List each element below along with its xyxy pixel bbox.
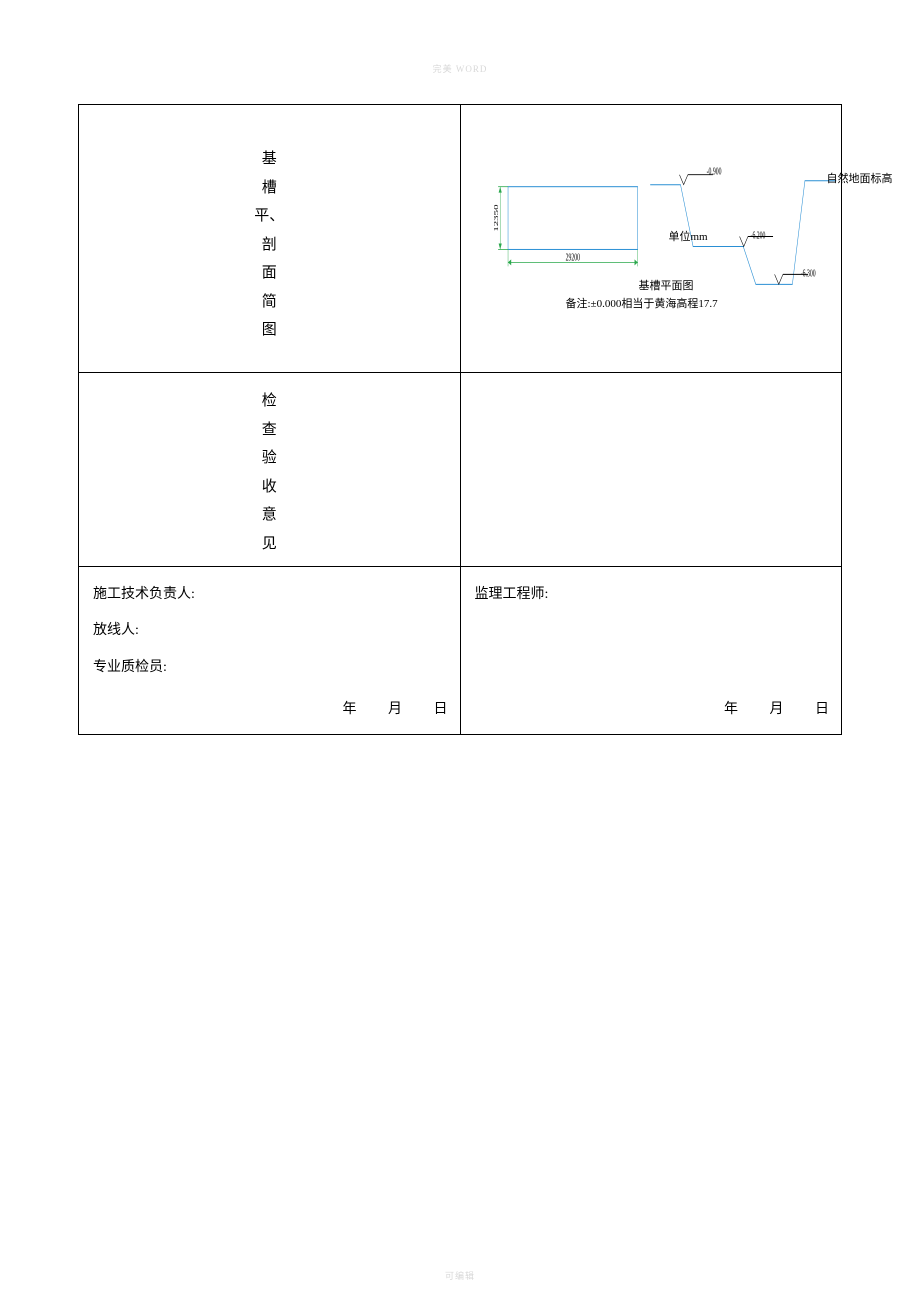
setout-label: 放线人: [93, 613, 450, 649]
day-label: 日 [815, 692, 829, 728]
year-label: 年 [343, 692, 357, 728]
watermark-bottom: 可编辑 [445, 1269, 475, 1282]
plan-note: 备注:±0.000相当于黄海高程17.7 [566, 295, 718, 311]
elevation-marks: -0.900 -6.200 -6.300 [679, 165, 816, 285]
dim-vertical: 12350 [492, 187, 507, 250]
sig-left-cell: 施工技术负责人: 放线人: 专业质检员: 年 月 日 [79, 567, 461, 735]
svg-text:-6.200: -6.200 [750, 228, 765, 241]
hdr-char: 收 [85, 473, 454, 502]
hdr-char: 剖 [85, 231, 454, 260]
svg-text:12350: 12350 [492, 204, 499, 232]
year-label: 年 [724, 692, 738, 728]
diagram-cell: 29200 12350 -0.900 -6.200 -6.300 单位mm 基槽平面… [460, 105, 842, 373]
hdr-char: 验 [85, 444, 454, 473]
inspector-label: 专业质检员: [93, 650, 450, 686]
plan-rect [508, 187, 638, 250]
opinion-cell [460, 373, 842, 567]
month-label: 月 [388, 692, 402, 728]
hdr-char: 基 [85, 145, 454, 174]
row-diagram: 基 槽 平、 剖 面 简 图 29200 12350 -0.900-6.200-… [79, 105, 842, 373]
hdr-char: 图 [85, 316, 454, 345]
row-signatures: 施工技术负责人: 放线人: 专业质检员: 年 月 日 监理工程师: 年 月 日 [79, 567, 842, 735]
hdr-char: 检 [85, 387, 454, 416]
row-diagram-header: 基 槽 平、 剖 面 简 图 [79, 105, 461, 373]
hdr-char: 简 [85, 288, 454, 317]
dim-horizontal: 29200 [508, 249, 638, 266]
row-opinion-header: 检 查 验 收 意 见 [79, 373, 461, 567]
date-line-left: 年 月 日 [315, 692, 448, 728]
date-line-right: 年 月 日 [696, 692, 829, 728]
hdr-char: 平、 [85, 202, 454, 231]
svg-text:29200: 29200 [565, 250, 580, 263]
plan-title: 基槽平面图 [639, 277, 694, 293]
supervisor-label: 监理工程师: [475, 577, 832, 613]
hdr-char: 意 [85, 501, 454, 530]
hdr-char: 面 [85, 259, 454, 288]
tech-lead-label: 施工技术负责人: [93, 577, 450, 613]
day-label: 日 [434, 692, 448, 728]
svg-text:-0.900: -0.900 [706, 165, 721, 178]
ground-label: 自然地面标高 [827, 170, 893, 186]
month-label: 月 [770, 692, 784, 728]
svg-text:-6.300: -6.300 [800, 266, 815, 279]
hdr-char: 槽 [85, 174, 454, 203]
unit-mm-label: 单位mm [669, 228, 708, 244]
sig-right-cell: 监理工程师: 年 月 日 [460, 567, 842, 735]
row-opinion: 检 查 验 收 意 见 [79, 373, 842, 567]
diagram-svg: 29200 12350 -0.900 -6.200 -6.300 [461, 105, 842, 372]
watermark-top: 完美 WORD [433, 62, 488, 75]
hdr-char: 见 [85, 530, 454, 559]
form-table: 基 槽 平、 剖 面 简 图 29200 12350 -0.900-6.200-… [78, 104, 842, 735]
hdr-char: 查 [85, 416, 454, 445]
